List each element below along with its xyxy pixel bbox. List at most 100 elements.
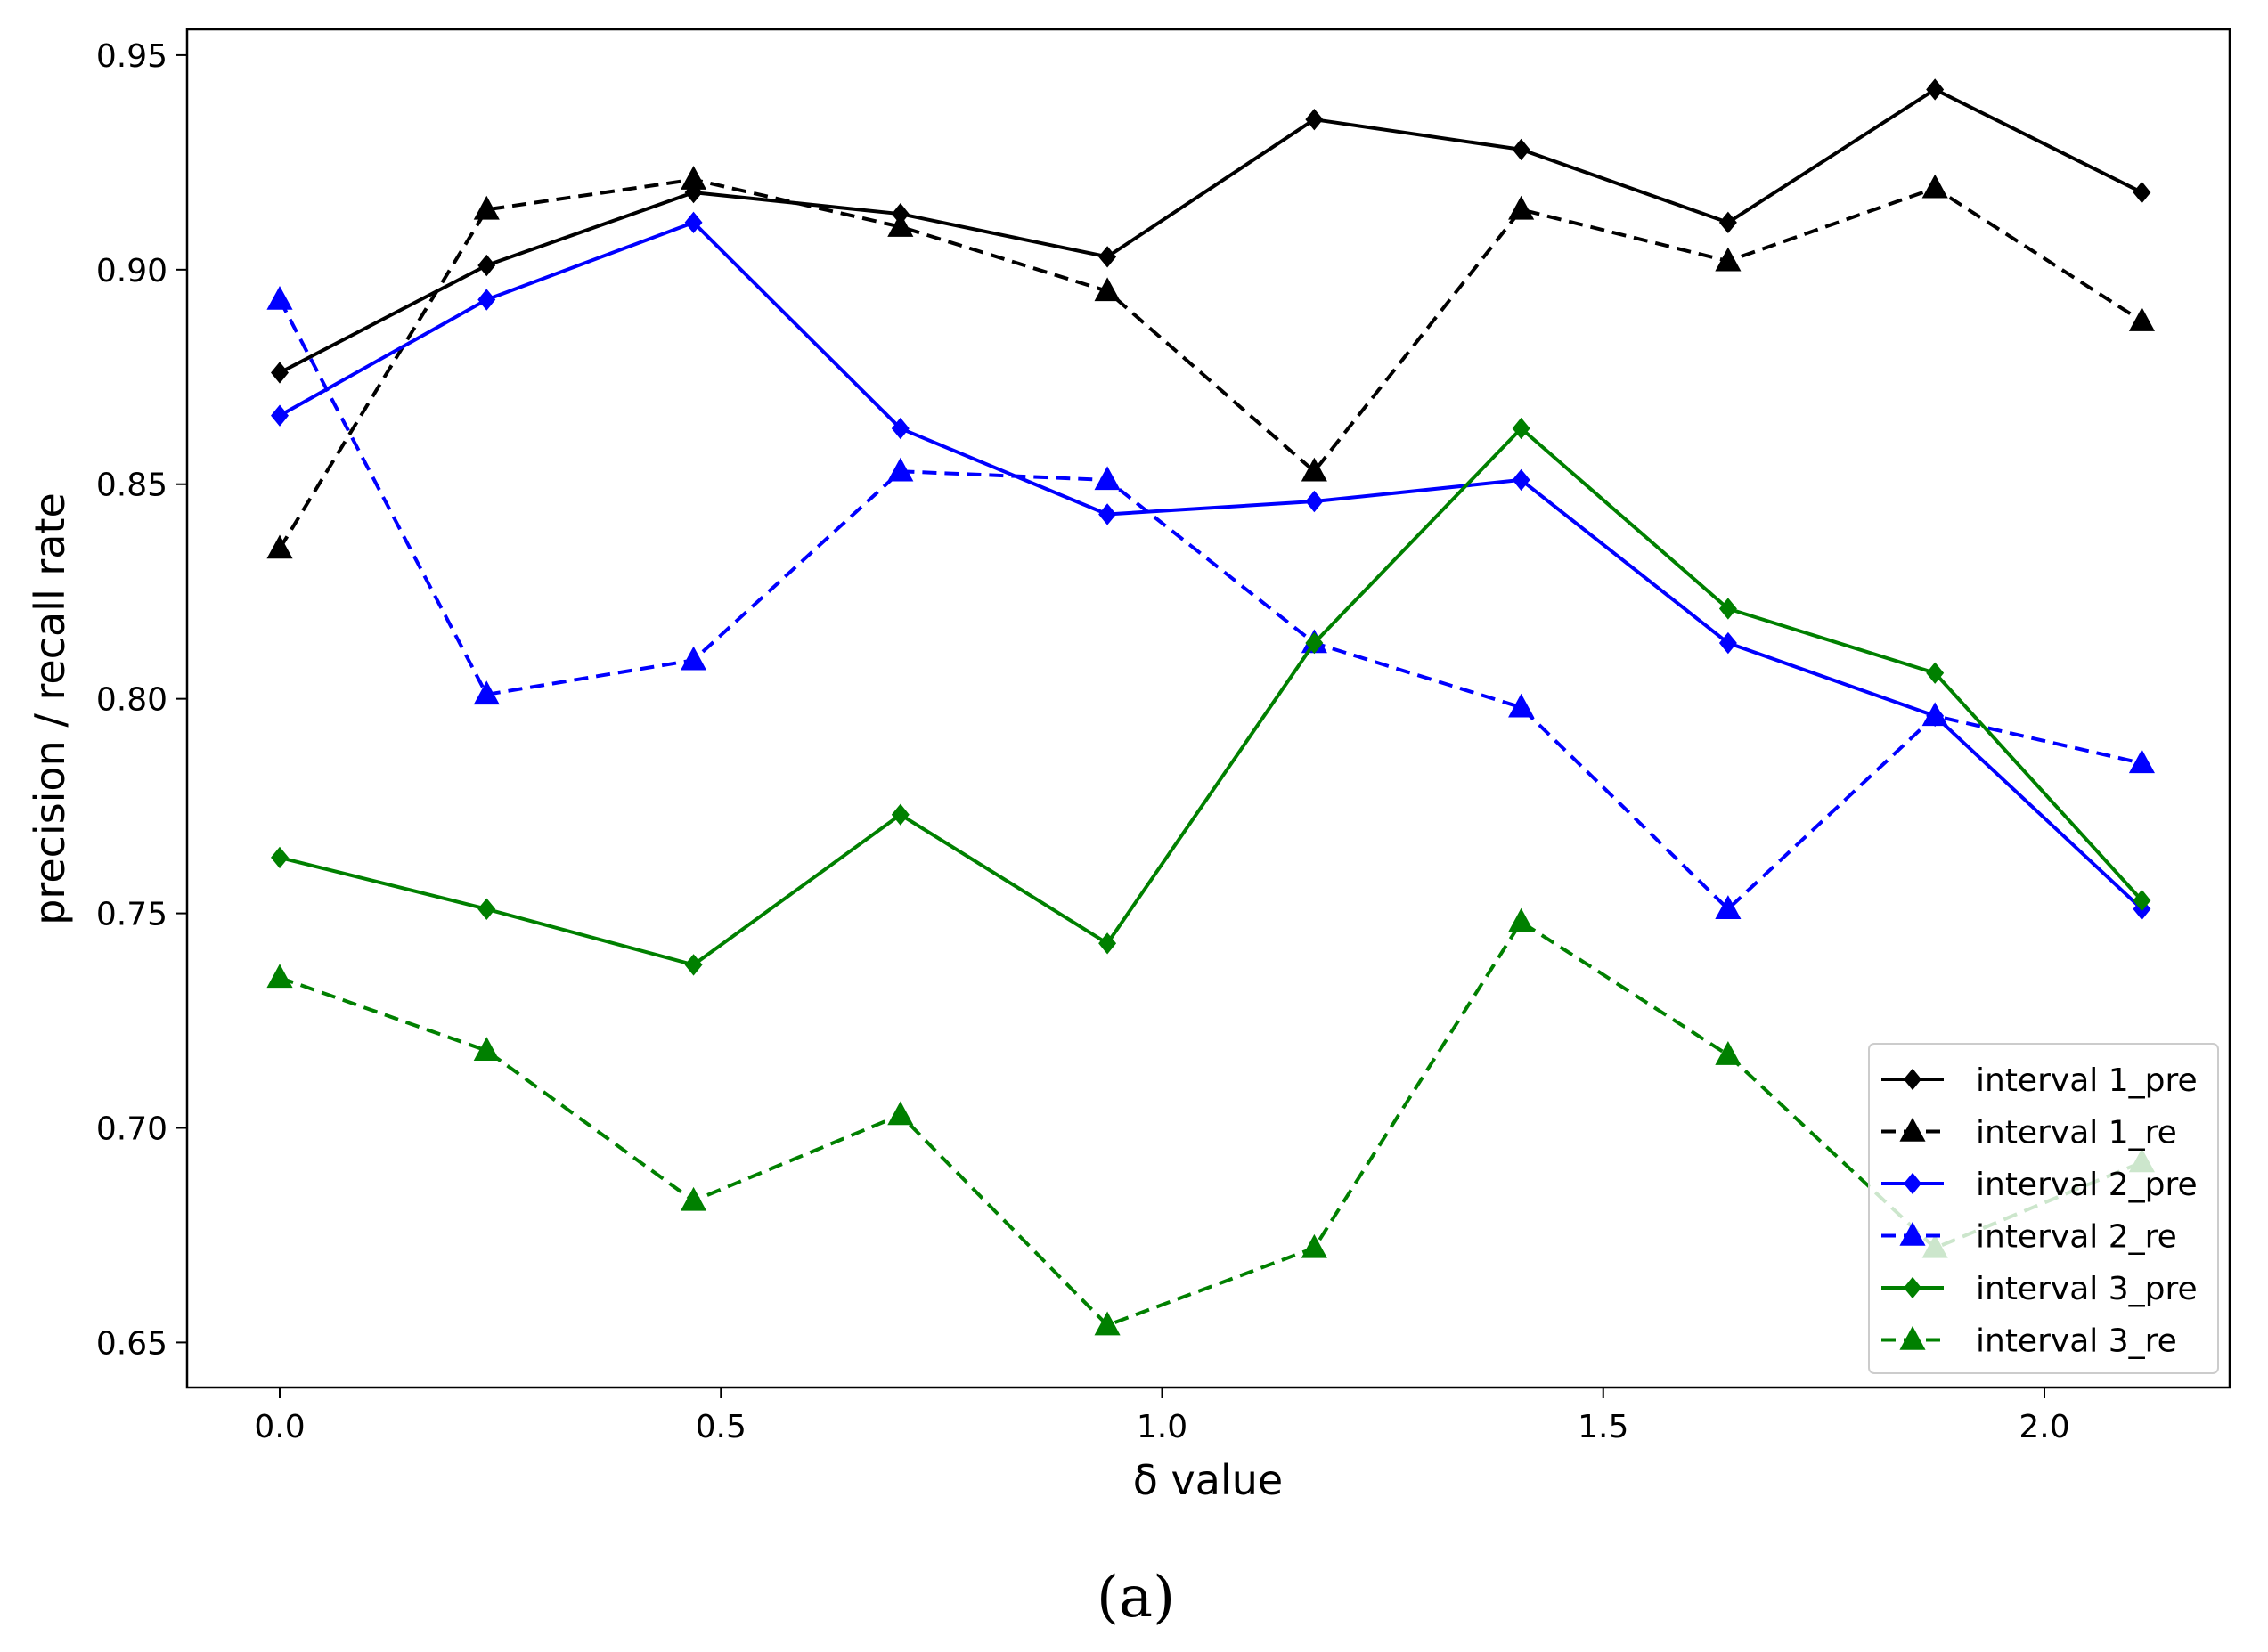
data-point [680, 646, 707, 671]
data-point [2133, 889, 2151, 912]
data-point [1301, 1233, 1327, 1258]
data-point [271, 362, 289, 384]
data-point [1098, 503, 1117, 525]
data-point [271, 846, 289, 869]
x-tick-label: 0.5 [696, 1409, 746, 1445]
data-point [1305, 490, 1324, 513]
data-point [266, 534, 293, 559]
figure-caption: (a) [1097, 1565, 1175, 1631]
x-tick-label: 2.0 [2019, 1409, 2069, 1445]
data-point [1305, 109, 1324, 131]
series-line [278, 177, 2143, 550]
data-point [477, 254, 496, 277]
series-line [279, 87, 2143, 375]
data-point [473, 680, 500, 705]
x-axis-title: δ value [1133, 1456, 1283, 1504]
data-point [1926, 78, 1945, 101]
series-line [279, 220, 2143, 911]
series-interval-1_re [266, 166, 2156, 559]
legend-item: interval 2_pre [1881, 1167, 2198, 1203]
data-point [1301, 457, 1327, 482]
data-point [684, 954, 703, 976]
y-tick-label: 0.90 [96, 253, 167, 289]
data-point [271, 404, 289, 427]
data-point [266, 964, 293, 989]
y-axis: 0.65 0.70 0.75 0.80 0.85 0.90 0.95 [96, 38, 187, 1362]
series-line [279, 920, 2143, 1328]
x-tick-label: 0.0 [254, 1409, 305, 1445]
plot-frame [185, 28, 2231, 1389]
legend-marker [1904, 1276, 1921, 1299]
legend: interval 1_pre interval 1_re interval 2_pr… [1868, 1043, 2219, 1374]
data-point [887, 213, 914, 237]
data-point [1718, 631, 1737, 655]
data-point [1512, 417, 1530, 440]
legend-label: interval 2_pre [1976, 1167, 2198, 1203]
data-point [684, 211, 703, 234]
data-point [2128, 749, 2156, 774]
data-point [1512, 138, 1530, 161]
legend-marker [1904, 1172, 1921, 1195]
data-point [1098, 932, 1117, 955]
series-interval-3_pre [271, 417, 2151, 976]
series-interval-1_pre [271, 78, 2151, 384]
data-point [1926, 662, 1945, 684]
series-line [279, 427, 2143, 967]
x-tick-label: 1.5 [1578, 1409, 1628, 1445]
data-point [477, 898, 496, 920]
data-point [1921, 174, 1948, 199]
legend-label: interval 2_re [1976, 1219, 2177, 1256]
x-axis: 0.0 0.5 1.0 1.5 2.0 [254, 1388, 2070, 1445]
series-interval-2_re [266, 285, 2156, 920]
y-tick-label: 0.85 [96, 468, 167, 504]
legend-item: interval 1_pre [1881, 1062, 2198, 1099]
series-layer [266, 78, 2156, 1336]
data-point [2128, 307, 2156, 331]
data-point [1098, 246, 1117, 268]
y-tick-label: 0.75 [96, 897, 167, 933]
legend-marker [1899, 1221, 1926, 1246]
data-point [473, 195, 500, 220]
legend-label: interval 3_pre [1976, 1271, 2198, 1307]
data-point [887, 1101, 914, 1126]
y-tick-label: 0.70 [96, 1111, 167, 1147]
data-point [1508, 907, 1535, 932]
legend-label: interval 1_pre [1976, 1062, 2198, 1099]
data-point [1715, 247, 1742, 272]
legend-label: interval 3_re [1976, 1323, 2177, 1360]
data-point [1508, 693, 1535, 718]
data-point [1715, 1041, 1742, 1065]
data-point [1094, 277, 1121, 302]
data-point [1305, 631, 1324, 655]
data-point [2133, 181, 2151, 204]
y-axis-title: precision / recall rate [26, 492, 74, 925]
legend-box [1868, 1043, 2219, 1374]
series-line [278, 298, 2142, 911]
data-point [1508, 195, 1535, 220]
data-point [1921, 702, 1948, 727]
legend-marker [1899, 1325, 1926, 1350]
x-tick-label: 1.0 [1137, 1409, 1187, 1445]
legend-marker [1904, 1068, 1921, 1091]
data-point [887, 457, 914, 482]
legend-marker [1899, 1117, 1926, 1142]
data-point [473, 1037, 500, 1062]
data-point [680, 1186, 707, 1211]
legend-item: interval 1_re [1881, 1115, 2177, 1152]
data-point [680, 166, 707, 190]
data-point [1715, 895, 1742, 920]
data-point [891, 417, 910, 440]
y-tick-label: 0.65 [96, 1325, 167, 1362]
data-point [1512, 468, 1530, 492]
series-interval-2_pre [271, 211, 2151, 920]
legend-item: interval 3_re [1881, 1323, 2177, 1360]
data-point [1094, 1311, 1121, 1336]
data-point [1718, 598, 1737, 620]
data-point [891, 803, 910, 826]
data-point [1718, 211, 1737, 234]
y-tick-label: 0.80 [96, 682, 167, 719]
data-point [266, 285, 293, 310]
legend-item: interval 2_re [1881, 1219, 2177, 1256]
legend-label: interval 1_re [1976, 1115, 2177, 1152]
